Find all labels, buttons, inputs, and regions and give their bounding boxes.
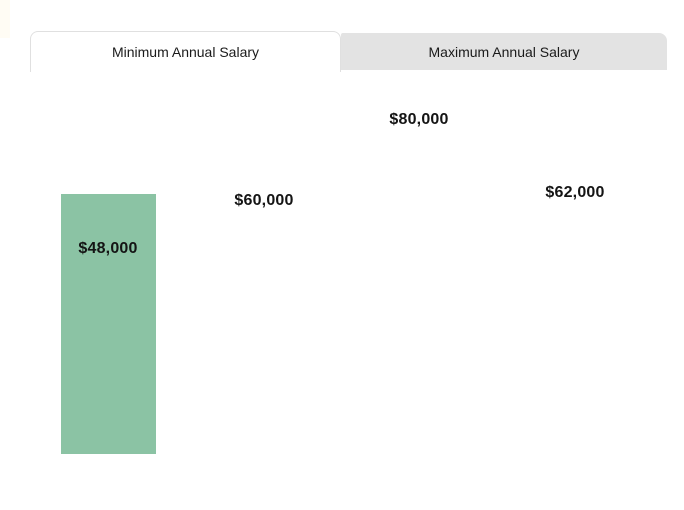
tab-maximum-annual-salary-label: Maximum Annual Salary <box>428 43 580 60</box>
bar-value-label-2: $60,000 <box>234 192 294 209</box>
bar-value-label-3: $80,000 <box>389 111 449 128</box>
tab-maximum-annual-salary[interactable]: Maximum Annual Salary <box>341 33 667 70</box>
page-edge-artifact <box>0 0 10 38</box>
tab-minimum-annual-salary-label: Minimum Annual Salary <box>111 44 260 60</box>
bar-chart: $48,000 $60,000 $80,000 $62,000 <box>0 70 684 510</box>
bar-series-1 <box>61 194 156 454</box>
tab-minimum-annual-salary[interactable]: Minimum Annual Salary <box>30 31 341 72</box>
bar-value-label-1: $48,000 <box>78 240 138 257</box>
bar-value-label-4: $62,000 <box>545 184 605 201</box>
